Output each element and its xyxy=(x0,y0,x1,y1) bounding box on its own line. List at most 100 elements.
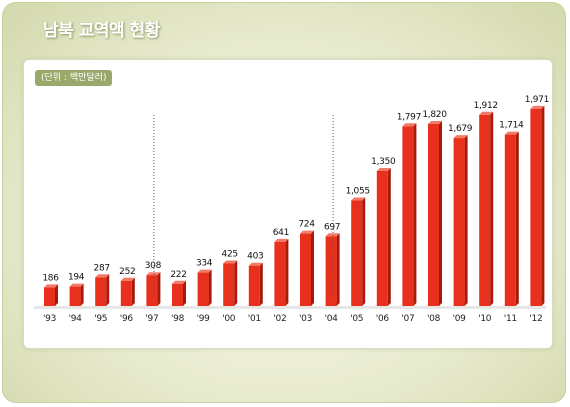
bar xyxy=(69,286,81,306)
bar-side xyxy=(80,283,84,306)
chart-panel: (단위 : 백만달러) 186 '93 194 '94 287 '95 252 '96 308 '… xyxy=(23,59,553,349)
bar-top xyxy=(530,105,545,109)
data-label: 724 xyxy=(298,220,315,230)
tick-label: '03 xyxy=(299,314,312,324)
bar xyxy=(351,200,363,306)
bar-top xyxy=(44,284,58,288)
bar xyxy=(146,275,158,306)
data-label: 287 xyxy=(94,263,110,273)
bar-top xyxy=(197,269,212,273)
bar-top xyxy=(146,272,161,276)
bar-top xyxy=(325,233,340,237)
bar-top xyxy=(95,274,110,278)
bar xyxy=(530,108,542,307)
bar xyxy=(274,241,286,306)
bar xyxy=(376,171,388,306)
bar-side xyxy=(387,168,391,306)
bar-side xyxy=(490,111,494,306)
data-label: 1,679 xyxy=(448,124,473,134)
bar xyxy=(44,287,55,306)
bar-top xyxy=(504,131,519,135)
bar-side xyxy=(336,233,340,306)
bar xyxy=(504,134,516,306)
bar xyxy=(325,236,337,306)
tick-label: '06 xyxy=(376,314,390,324)
tick-label: '07 xyxy=(401,314,414,324)
bar-side xyxy=(234,260,238,306)
tick-label: '94 xyxy=(69,314,83,324)
baseline xyxy=(34,306,546,309)
data-label: 1,055 xyxy=(346,187,370,197)
bar xyxy=(453,138,465,306)
data-label: 425 xyxy=(222,250,238,260)
bar xyxy=(402,126,414,306)
unit-badge: (단위 : 백만달러) xyxy=(35,70,113,86)
tick-label: '11 xyxy=(504,314,517,324)
bar-side xyxy=(285,238,289,306)
tick-label: '08 xyxy=(427,314,441,324)
bar-side xyxy=(131,277,135,306)
data-label: 334 xyxy=(196,259,213,269)
data-label: 1,350 xyxy=(371,157,396,167)
bar-side xyxy=(311,230,314,306)
bar-top xyxy=(69,283,84,287)
data-label: 697 xyxy=(324,222,340,232)
tick-label: '93 xyxy=(43,314,56,324)
chart-frame: 남북 교역액 현황 (단위 : 백만달러) 186 '93 194 '94 287 '95… xyxy=(2,2,566,403)
bar-side xyxy=(362,197,366,306)
tick-label: '00 xyxy=(222,314,236,324)
data-label: 1,820 xyxy=(422,110,447,120)
bar xyxy=(95,277,107,306)
tick-label: '97 xyxy=(145,314,158,324)
bar-top xyxy=(351,197,366,201)
bar-side xyxy=(259,262,263,306)
bar xyxy=(223,263,235,306)
bar-side xyxy=(183,280,186,306)
tick-label: '10 xyxy=(478,314,492,324)
bar-side xyxy=(515,131,519,306)
data-label: 186 xyxy=(42,273,59,283)
bar-top xyxy=(402,123,417,127)
bar-top xyxy=(172,280,186,284)
tick-label: '99 xyxy=(197,314,211,324)
data-label: 1,714 xyxy=(499,121,524,131)
tick-label: '05 xyxy=(350,314,363,324)
bar-top xyxy=(300,230,314,234)
data-label: 1,971 xyxy=(525,95,549,105)
tick-label: '98 xyxy=(171,314,185,324)
bar-side xyxy=(439,121,442,306)
bar xyxy=(248,265,260,306)
bar-side xyxy=(106,274,110,306)
data-label: 222 xyxy=(170,270,186,280)
bar-chart: 186 '93 194 '94 287 '95 252 '96 308 '97 222 '98 334 '… xyxy=(34,95,549,324)
data-label: 1,912 xyxy=(474,101,498,111)
data-label: 308 xyxy=(145,261,162,271)
tick-label: '96 xyxy=(120,314,134,324)
data-label: 194 xyxy=(68,273,85,283)
data-label: 252 xyxy=(119,267,135,277)
bar xyxy=(172,283,183,306)
bar xyxy=(479,114,491,306)
tick-label: '02 xyxy=(273,314,286,324)
tick-label: '12 xyxy=(529,314,542,324)
tick-label: '01 xyxy=(248,314,261,324)
data-label: 641 xyxy=(273,228,289,238)
bar-side xyxy=(208,269,212,306)
bar xyxy=(300,233,311,306)
bar xyxy=(428,124,439,306)
bar-side xyxy=(55,284,58,306)
chart-title: 남북 교역액 현황 xyxy=(43,21,160,41)
bar-top xyxy=(428,121,442,124)
bar-top xyxy=(120,277,135,281)
bar-side xyxy=(541,105,545,307)
tick-label: '04 xyxy=(325,314,339,324)
bar-top xyxy=(223,260,238,264)
tick-label: '95 xyxy=(94,314,107,324)
tick-label: '09 xyxy=(453,314,467,324)
data-label: 403 xyxy=(247,252,263,262)
bar-top xyxy=(479,111,494,115)
bar xyxy=(120,280,132,306)
bar-top xyxy=(376,168,391,171)
bar-side xyxy=(464,135,468,306)
bar-top xyxy=(453,135,468,139)
